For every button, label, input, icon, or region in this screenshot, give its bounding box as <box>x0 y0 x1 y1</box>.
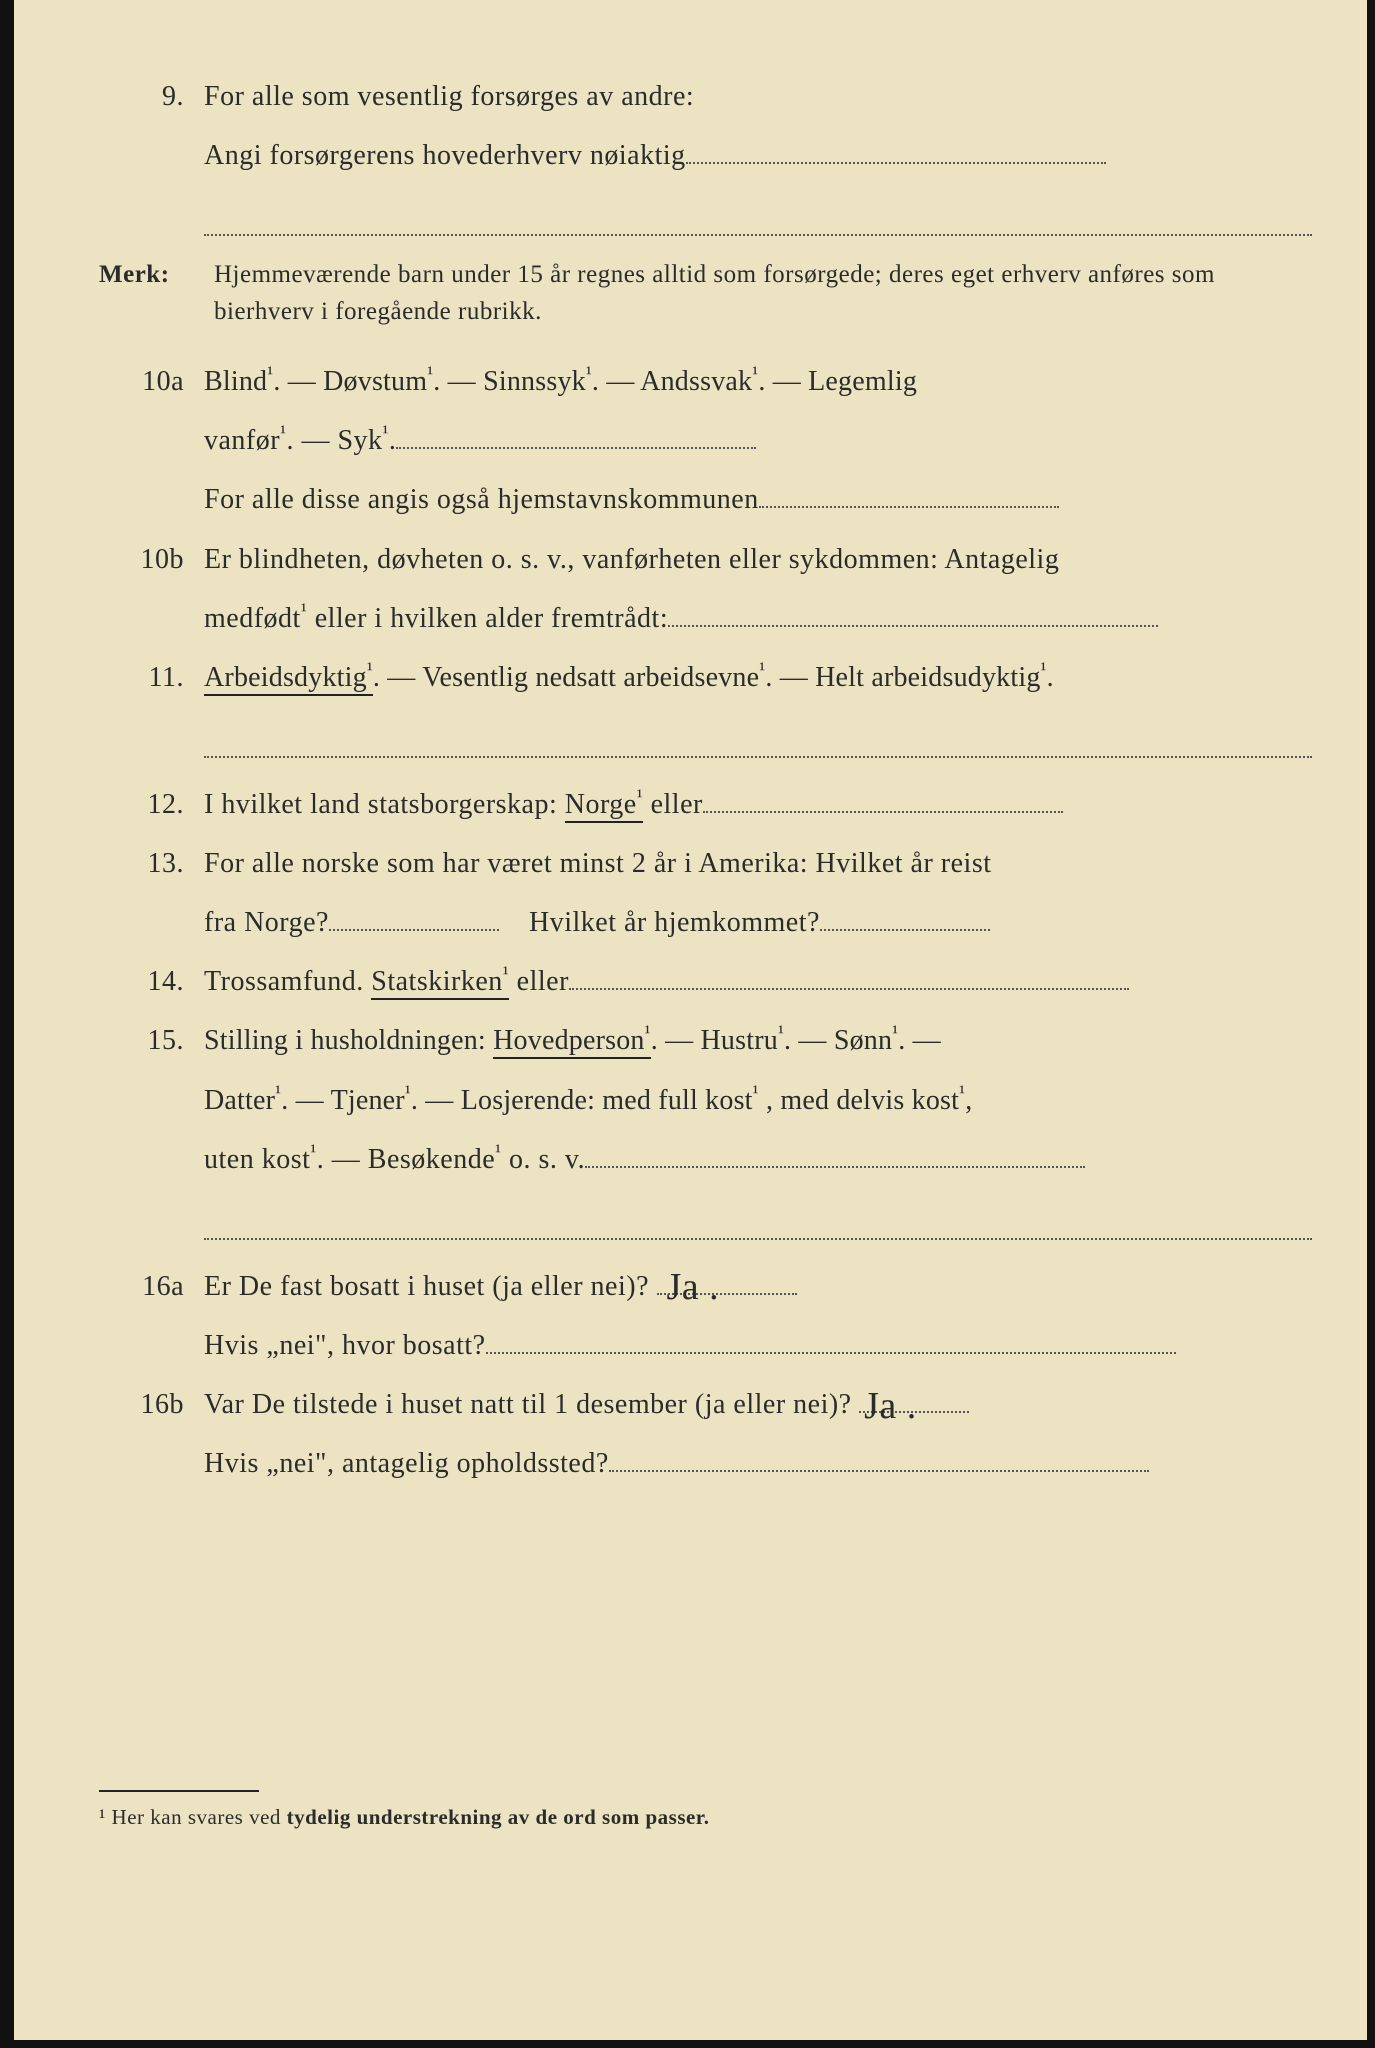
q9-text2: Angi forsørgerens hovederhverv nøiaktig <box>204 140 686 171</box>
q11-arbeidsdyktig: Arbeidsdyktig¹ <box>204 662 373 696</box>
q16a-question: Er De fast bosatt i huset (ja eller nei)… <box>204 1271 657 1302</box>
q15-fullkost: Losjerende: med full kost <box>461 1085 753 1116</box>
q16a-line1: 16a Er De fast bosatt i huset (ja eller … <box>99 1260 1312 1313</box>
q16b-number: 16b <box>99 1378 204 1431</box>
q16b-question: Var De tilstede i huset natt til 1 desem… <box>204 1389 852 1420</box>
q9-line2: Angi forsørgerens hovederhverv nøiaktig <box>99 129 1312 182</box>
q11-nedsatt: Vesentlig nedsatt arbeidsevne <box>422 662 759 693</box>
q9-line1: 9. For alle som vesentlig forsørges av a… <box>99 70 1312 123</box>
q14-line: 14. Trossamfund. Statskirken¹ eller <box>99 955 1312 1008</box>
q9-blank[interactable] <box>686 137 1106 164</box>
q15-blank-line[interactable] <box>204 1204 1312 1240</box>
q15-line3: uten kost¹. — Besøkende¹ o. s. v. <box>99 1133 1312 1186</box>
merk-label: Merk: <box>99 256 214 331</box>
q10a-legemlig: Legemlig <box>808 366 917 397</box>
q10b-text2: eller i hvilken alder fremtrådt: <box>315 603 668 634</box>
q16a-text2: Hvis „nei", hvor bosatt? <box>204 1330 486 1361</box>
q10a-line1: 10a Blind¹. — Døvstum¹. — Sinnssyk¹. — A… <box>99 355 1312 408</box>
merk-note: Merk: Hjemmeværende barn under 15 år reg… <box>99 256 1312 331</box>
footnote-text: Her kan svares ved <box>112 1805 287 1829</box>
q9-blank-line[interactable] <box>204 200 1312 236</box>
q11-udyktig: Helt arbeidsudyktig <box>815 662 1040 693</box>
q12-text: I hvilket land statsborgerskap: <box>204 789 565 820</box>
q10a-line2: vanfør¹. — Syk¹. <box>99 414 1312 467</box>
q13-hjem: Hvilket år hjemkommet? <box>529 907 820 938</box>
q13-line1: 13. For alle norske som har været minst … <box>99 837 1312 890</box>
q16b-line1: 16b Var De tilstede i huset natt til 1 d… <box>99 1378 1312 1431</box>
q10b-number: 10b <box>99 533 204 586</box>
q16a-line2: Hvis „nei", hvor bosatt? <box>99 1319 1312 1372</box>
q11-number: 11. <box>99 651 204 704</box>
q15-number: 15. <box>99 1014 204 1067</box>
q16b-blank[interactable] <box>609 1445 1149 1472</box>
census-form-page: 9. For alle som vesentlig forsørges av a… <box>0 0 1375 2048</box>
q10b-line2: medfødt¹ eller i hvilken alder fremtrådt… <box>99 592 1312 645</box>
q15-hovedperson: Hovedperson¹ <box>493 1025 651 1059</box>
q16a-answer: Ja . <box>667 1251 720 1323</box>
q13-text1: For alle norske som har været minst 2 år… <box>204 837 1312 890</box>
q15-blank[interactable] <box>585 1141 1085 1168</box>
q16a-number: 16a <box>99 1260 204 1313</box>
q16b-text2: Hvis „nei", antagelig opholdssted? <box>204 1448 609 1479</box>
q14-number: 14. <box>99 955 204 1008</box>
q10a-line3: For alle disse angis også hjemstavnskomm… <box>99 473 1312 526</box>
q10a-number: 10a <box>99 355 204 408</box>
q10b-line1: 10b Er blindheten, døvheten o. s. v., va… <box>99 533 1312 586</box>
q16a-blank[interactable] <box>486 1327 1176 1354</box>
q13-number: 13. <box>99 837 204 890</box>
q13-blank1[interactable] <box>329 904 499 931</box>
q10b-blank[interactable] <box>668 600 1158 627</box>
q9-text1: For alle som vesentlig forsørges av andr… <box>204 70 1312 123</box>
q15-line1: 15. Stilling i husholdningen: Hovedperso… <box>99 1014 1312 1067</box>
q11-line: 11. Arbeidsdyktig¹. — Vesentlig nedsatt … <box>99 651 1312 704</box>
q12-norge: Norge¹ <box>565 789 643 823</box>
q15-delviskost: , med delvis kost <box>766 1085 959 1116</box>
q12-number: 12. <box>99 778 204 831</box>
q10a-text3: For alle disse angis også hjemstavnskomm… <box>204 484 759 515</box>
footnote: ¹ Her kan svares ved tydelig understrekn… <box>99 1798 1312 1838</box>
q15-hustru: Hustru <box>701 1025 778 1056</box>
q16a-answer-field[interactable]: Ja . <box>657 1267 797 1294</box>
merk-text: Hjemmeværende barn under 15 år regnes al… <box>214 256 1312 331</box>
q14-blank[interactable] <box>569 963 1129 990</box>
q16b-answer-field[interactable]: Ja . <box>859 1386 969 1413</box>
q15-tjener: Tjener <box>331 1085 405 1116</box>
q12-line: 12. I hvilket land statsborgerskap: Norg… <box>99 778 1312 831</box>
footnote-bold: tydelig understrekning av de ord som pas… <box>287 1805 710 1829</box>
q15-lead: Stilling i husholdningen: <box>204 1025 493 1056</box>
q9-number: 9. <box>99 70 204 123</box>
q14-text: Trossamfund. <box>204 966 371 997</box>
q14-statskirken: Statskirken¹ <box>371 966 509 1000</box>
q10a-syk: Syk <box>337 425 382 456</box>
q10a-andssvak: Andssvak <box>640 366 752 397</box>
q11-blank-line[interactable] <box>204 722 1312 758</box>
q15-sonn: Sønn <box>834 1025 892 1056</box>
q15-line2: Datter¹. — Tjener¹. — Losjerende: med fu… <box>99 1074 1312 1127</box>
q10a-dovstum: Døvstum <box>323 366 427 397</box>
q13-line2: fra Norge? Hvilket år hjemkommet? <box>99 896 1312 949</box>
q16b-answer: Ja . <box>864 1370 917 1442</box>
q10a-vanfor: vanfør <box>204 425 280 456</box>
q10a-sinnssyk: Sinnssyk <box>483 366 586 397</box>
q10a-blank2[interactable] <box>759 481 1059 508</box>
q13-blank2[interactable] <box>820 904 990 931</box>
q10b-text1: Er blindheten, døvheten o. s. v., vanfør… <box>204 533 1312 586</box>
q16b-line2: Hvis „nei", antagelig opholdssted? <box>99 1437 1312 1490</box>
q15-datter: Datter <box>204 1085 275 1116</box>
q15-besokende: Besøkende <box>368 1144 495 1175</box>
q10a-blank[interactable] <box>396 422 756 449</box>
q13-fra: fra Norge? <box>204 907 329 938</box>
footnote-marker: ¹ <box>99 1805 106 1829</box>
q15-utenkost: uten kost <box>204 1144 310 1175</box>
q10a-blind: Blind <box>204 366 267 397</box>
footnote-rule <box>99 1790 259 1792</box>
q10b-medfodt: medfødt <box>204 603 301 634</box>
q12-blank[interactable] <box>703 786 1063 813</box>
